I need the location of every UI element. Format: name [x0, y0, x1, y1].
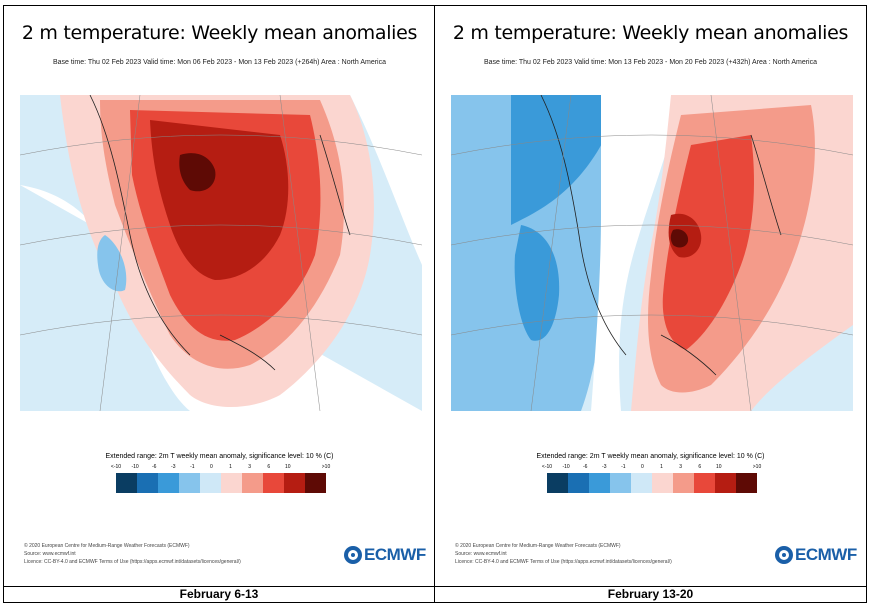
- legend-swatch: [673, 473, 694, 493]
- legend-swatch: [158, 473, 179, 493]
- legend-swatch: [179, 473, 200, 493]
- legend-swatch: [116, 473, 137, 493]
- comparison-frame: 2 m temperature: Weekly mean anomalies B…: [3, 5, 867, 603]
- anomaly-darkest: [179, 153, 216, 192]
- panel-subtitle: Base time: Thu 02 Feb 2023 Valid time: M…: [52, 59, 386, 66]
- legend-swatch: [568, 473, 589, 493]
- legend-color-bar: [547, 473, 757, 493]
- coastline: [89, 95, 351, 371]
- panel-title: 2 m temperature: Weekly mean anomalies: [452, 22, 849, 44]
- legend-swatch: [305, 473, 326, 493]
- legend-label: >10: [321, 464, 331, 470]
- legend-title: Extended range: 2m T weekly mean anomaly…: [105, 453, 334, 460]
- legend-label: <-10: [541, 464, 553, 470]
- ecmwf-logo: ECMWF: [344, 544, 426, 566]
- legend-swatch: [610, 473, 631, 493]
- legend-label: -1: [190, 464, 195, 470]
- legend-title: Extended range: 2m T weekly mean anomaly…: [536, 453, 765, 460]
- ecmwf-logo: ECMWF: [775, 544, 857, 566]
- legend-label: 6: [698, 464, 702, 470]
- caption-feb-6-13: February 6-13: [4, 587, 435, 603]
- legend-swatch: [263, 473, 284, 493]
- legend-label: 1: [660, 464, 663, 470]
- anomaly-red: [662, 135, 754, 350]
- panel-title: 2 m temperature: Weekly mean anomalies: [21, 22, 418, 44]
- coastline: [540, 95, 782, 376]
- ecmwf-logo-icon: [344, 546, 362, 564]
- legend-swatch: [200, 473, 221, 493]
- graticule: [451, 95, 853, 411]
- credit-line: Source: www.ecmwf.int: [24, 551, 76, 557]
- ecmwf-logo-text: ECMWF: [364, 545, 426, 564]
- legend-swatch: [631, 473, 652, 493]
- legend-swatch: [736, 473, 757, 493]
- anomaly-map: [20, 95, 422, 411]
- legend-label: 10: [716, 464, 722, 470]
- credits: © 2020 European Centre for Medium-Range …: [24, 542, 241, 566]
- legend-swatch: [221, 473, 242, 493]
- anomaly-map: [451, 95, 853, 411]
- legend-label: 1: [229, 464, 232, 470]
- legend-label: 3: [679, 464, 682, 470]
- legend-label: 6: [267, 464, 271, 470]
- panel-subtitle: Base time: Thu 02 Feb 2023 Valid time: M…: [483, 59, 817, 66]
- legend-swatch: [242, 473, 263, 493]
- legend-swatch: [284, 473, 305, 493]
- credits: © 2020 European Centre for Medium-Range …: [455, 542, 672, 566]
- blue-patch-west: [97, 235, 127, 292]
- credit-line: Licence: CC-BY-4.0 and ECMWF Terms of Us…: [455, 559, 672, 565]
- anomaly-blue-west: [514, 225, 560, 341]
- credit-line: Licence: CC-BY-4.0 and ECMWF Terms of Us…: [24, 559, 241, 565]
- legend-label: -3: [171, 464, 176, 470]
- legend-label: -1: [621, 464, 626, 470]
- legend-swatch: [137, 473, 158, 493]
- legend-swatch: [652, 473, 673, 493]
- legend-swatch: [694, 473, 715, 493]
- legend-label: 0: [641, 464, 644, 470]
- ecmwf-logo-icon: [775, 546, 793, 564]
- legend-labels: <-10 -10 -6 -3 -1 0 1 3 6 10 >10: [111, 464, 330, 472]
- legend-label: >10: [752, 464, 762, 470]
- ecmwf-logo-text: ECMWF: [795, 545, 857, 564]
- legend-labels: <-10 -10 -6 -3 -1 0 1 3 6 10 >10: [542, 464, 761, 472]
- legend-label: -3: [602, 464, 607, 470]
- legend-label: <-10: [110, 464, 122, 470]
- caption-feb-13-20: February 13-20: [607, 587, 694, 601]
- panel-feb-13-20: 2 m temperature: Weekly mean anomalies B…: [435, 6, 866, 586]
- legend-label: -10: [562, 464, 570, 470]
- anomaly-darkest: [670, 229, 689, 248]
- anomaly-mid-blue: [511, 95, 621, 225]
- legend-swatch: [547, 473, 568, 493]
- legend-color-bar: [116, 473, 326, 493]
- credit-line: © 2020 European Centre for Medium-Range …: [24, 543, 190, 549]
- legend-label: 10: [285, 464, 291, 470]
- credit-line: © 2020 European Centre for Medium-Range …: [455, 543, 621, 549]
- caption-row: February 6-13 February 13-20: [4, 586, 866, 603]
- legend-label: -6: [151, 464, 157, 470]
- legend-label: -10: [131, 464, 139, 470]
- credit-line: Source: www.ecmwf.int: [455, 551, 507, 557]
- graticule: [20, 95, 422, 411]
- legend-label: -6: [582, 464, 588, 470]
- panel-feb-6-13: 2 m temperature: Weekly mean anomalies B…: [4, 6, 435, 586]
- legend-label: 0: [210, 464, 213, 470]
- legend-swatch: [715, 473, 736, 493]
- legend-label: 3: [248, 464, 251, 470]
- legend-swatch: [589, 473, 610, 493]
- white-band: [591, 95, 681, 411]
